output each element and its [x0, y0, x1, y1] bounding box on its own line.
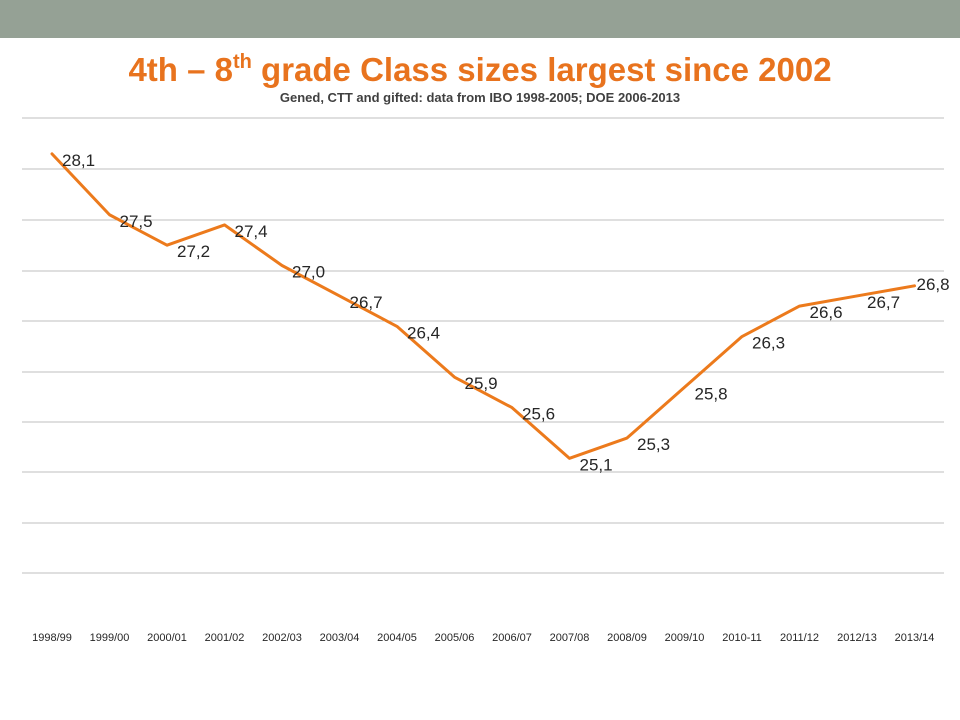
- data-label: 25,8: [695, 384, 728, 403]
- x-tick-label: 2000/01: [147, 632, 187, 644]
- data-label: 25,3: [637, 435, 670, 454]
- x-tick-label: 1999/00: [90, 632, 130, 644]
- data-label: 27,0: [292, 263, 325, 282]
- data-label: 28,1: [62, 151, 95, 170]
- data-label: 26,6: [810, 303, 843, 322]
- x-tick-label: 2011/12: [780, 632, 819, 644]
- data-label: 25,9: [465, 374, 498, 393]
- top-bar: [0, 0, 960, 38]
- data-label: 27,4: [235, 222, 268, 241]
- title-rest: grade Class sizes largest since 2002: [251, 51, 832, 88]
- data-label: 26,7: [867, 293, 900, 312]
- x-tick-label: 2007/08: [550, 632, 590, 644]
- x-tick-label: 2010-11: [722, 632, 762, 644]
- data-label: 25,6: [522, 405, 555, 424]
- data-label: 26,4: [407, 323, 440, 342]
- x-tick-label: 1998/99: [32, 632, 72, 644]
- data-label: 25,1: [580, 455, 613, 474]
- chart-subtitle: Gened, CTT and gifted: data from IBO 199…: [279, 90, 681, 105]
- title-superscript: th: [232, 51, 252, 73]
- x-tick-label: 2009/10: [665, 632, 705, 644]
- x-tick-label: 2001/02: [205, 632, 245, 644]
- data-label: 26,3: [752, 334, 785, 353]
- series-line: [50, 152, 916, 460]
- x-tick-label: 2008/09: [607, 632, 647, 644]
- chart-title: 4th – 8th grade Class sizes largest sinc…: [0, 50, 960, 90]
- title-main: 4th – 8: [128, 51, 233, 88]
- data-label: 26,7: [350, 293, 383, 312]
- x-tick-label: 2004/05: [377, 632, 417, 644]
- x-tick-label: 2005/06: [435, 632, 475, 644]
- x-tick-label: 2013/14: [895, 632, 935, 644]
- x-tick-label: 2003/04: [320, 632, 360, 644]
- data-label: 27,2: [177, 242, 210, 261]
- data-label: 26,8: [917, 275, 950, 294]
- x-tick-label: 2002/03: [262, 632, 302, 644]
- data-label: 27,5: [120, 212, 153, 231]
- x-tick-label: 2006/07: [492, 632, 532, 644]
- x-tick-label: 2012/13: [837, 632, 877, 644]
